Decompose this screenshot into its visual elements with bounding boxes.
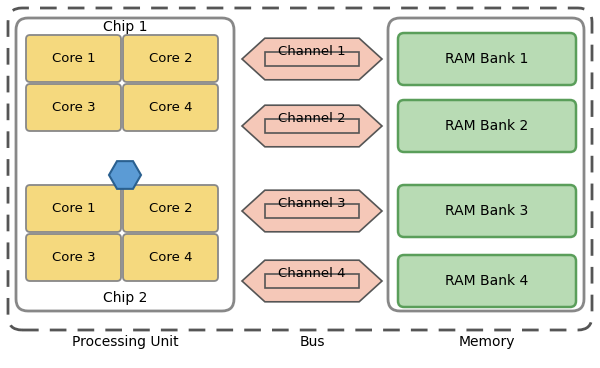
FancyBboxPatch shape	[123, 185, 218, 232]
Text: Bus: Bus	[299, 335, 325, 349]
Polygon shape	[242, 190, 382, 232]
FancyBboxPatch shape	[388, 18, 584, 311]
Text: Core 4: Core 4	[149, 101, 192, 114]
FancyBboxPatch shape	[123, 35, 218, 82]
FancyBboxPatch shape	[26, 84, 121, 131]
Text: RAM Bank 3: RAM Bank 3	[445, 204, 529, 218]
FancyBboxPatch shape	[8, 8, 592, 330]
Text: Chip 2: Chip 2	[103, 291, 147, 305]
Text: Core 4: Core 4	[149, 251, 192, 264]
Polygon shape	[242, 38, 382, 80]
Polygon shape	[242, 105, 382, 147]
Text: Core 2: Core 2	[149, 202, 193, 215]
FancyBboxPatch shape	[398, 100, 576, 152]
Text: Channel 4: Channel 4	[278, 267, 346, 280]
Text: Core 3: Core 3	[52, 101, 95, 114]
Text: Processing Unit: Processing Unit	[71, 335, 178, 349]
Text: Core 1: Core 1	[52, 202, 95, 215]
Text: Core 1: Core 1	[52, 52, 95, 65]
FancyBboxPatch shape	[398, 255, 576, 307]
Text: Channel 1: Channel 1	[278, 45, 346, 58]
Text: RAM Bank 2: RAM Bank 2	[445, 119, 529, 133]
FancyBboxPatch shape	[26, 185, 121, 232]
Text: Channel 3: Channel 3	[278, 197, 346, 210]
FancyBboxPatch shape	[398, 185, 576, 237]
FancyBboxPatch shape	[123, 234, 218, 281]
Text: Core 3: Core 3	[52, 251, 95, 264]
Bar	[265, 274, 359, 288]
Bar	[265, 52, 359, 66]
Text: Memory: Memory	[459, 335, 515, 349]
FancyBboxPatch shape	[26, 35, 121, 82]
FancyBboxPatch shape	[398, 33, 576, 85]
FancyBboxPatch shape	[26, 234, 121, 281]
Text: Core 2: Core 2	[149, 52, 193, 65]
FancyBboxPatch shape	[16, 18, 234, 311]
Bar	[265, 204, 359, 218]
Text: RAM Bank 4: RAM Bank 4	[445, 274, 529, 288]
FancyBboxPatch shape	[123, 84, 218, 131]
Polygon shape	[109, 161, 141, 189]
Text: RAM Bank 1: RAM Bank 1	[445, 52, 529, 66]
Bar	[265, 119, 359, 133]
Text: Chip 1: Chip 1	[103, 20, 147, 34]
Polygon shape	[242, 260, 382, 302]
Text: Channel 2: Channel 2	[278, 112, 346, 125]
